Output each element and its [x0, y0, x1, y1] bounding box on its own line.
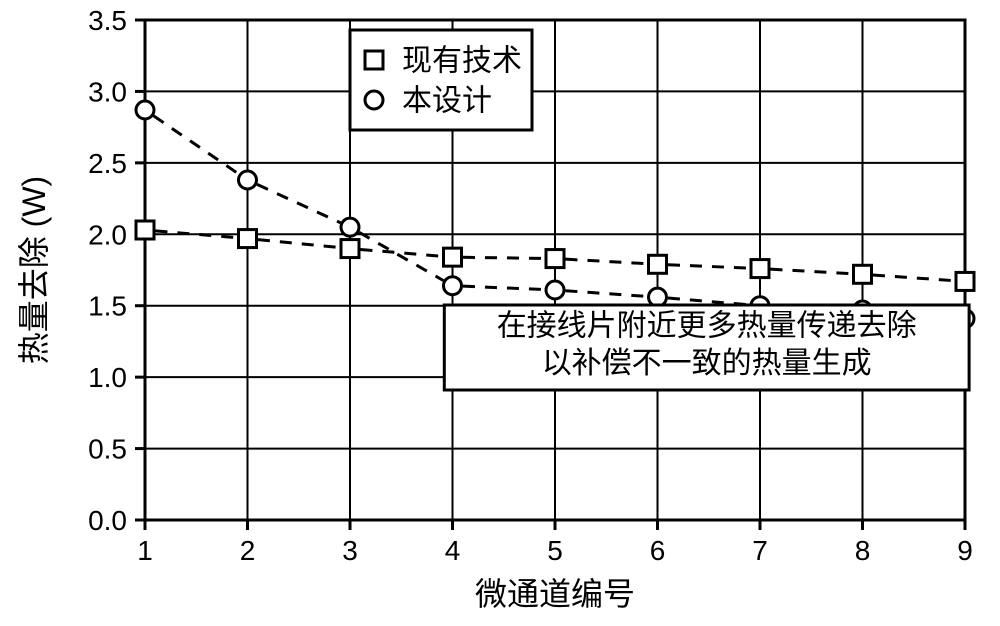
x-tick-label: 3: [342, 535, 358, 566]
marker-square: [239, 230, 257, 248]
marker-square: [546, 250, 564, 268]
x-tick-label: 4: [445, 535, 461, 566]
marker-circle: [341, 218, 359, 236]
heat-removal-chart: 1 2 3 4 5 6 7 8 9 0.0 0.5 1.0 1.5 2.0 2.5 3.0 3.5 微通道编号 热量…: [0, 0, 1000, 626]
x-tick-label: 6: [650, 535, 666, 566]
y-tick-label: 2.0: [88, 219, 127, 250]
y-tick-label: 0.0: [88, 505, 127, 536]
marker-square: [649, 255, 667, 273]
marker-square: [365, 51, 383, 69]
x-tick-label: 2: [240, 535, 256, 566]
marker-square: [956, 272, 974, 290]
annotation-line: 以补偿不一致的热量生成: [542, 347, 872, 380]
marker-circle: [649, 288, 667, 306]
marker-square: [136, 221, 154, 239]
y-tick-label: 3.5: [88, 5, 127, 36]
x-tick-label: 7: [752, 535, 768, 566]
y-axis-title: 热量去除 (W): [16, 176, 52, 364]
marker-circle: [444, 277, 462, 295]
marker-square: [444, 248, 462, 266]
y-tick-label: 3.0: [88, 76, 127, 107]
y-tick-label: 2.5: [88, 148, 127, 179]
y-tick-label: 0.5: [88, 434, 127, 465]
marker-square: [854, 265, 872, 283]
legend: 现有技术本设计: [350, 30, 532, 130]
marker-circle: [136, 101, 154, 119]
x-tick-label: 1: [137, 535, 153, 566]
chart-container: 1 2 3 4 5 6 7 8 9 0.0 0.5 1.0 1.5 2.0 2.5 3.0 3.5 微通道编号 热量…: [0, 0, 1000, 626]
y-tick-label: 1.0: [88, 362, 127, 393]
annotation-line: 在接线片附近更多热量传递去除: [497, 310, 917, 343]
marker-circle: [239, 171, 257, 189]
x-tick-label: 9: [957, 535, 973, 566]
y-tick-label: 1.5: [88, 291, 127, 322]
marker-circle: [546, 281, 564, 299]
x-axis-title: 微通道编号: [475, 576, 635, 612]
marker-square: [341, 240, 359, 258]
x-tick-label: 8: [855, 535, 871, 566]
marker-circle: [365, 91, 383, 109]
marker-square: [751, 260, 769, 278]
x-tick-label: 5: [547, 535, 563, 566]
legend-label: 现有技术: [402, 45, 522, 78]
annotation: 在接线片附近更多热量传递去除以补偿不一致的热量生成: [444, 305, 969, 390]
legend-label: 本设计: [402, 85, 492, 118]
